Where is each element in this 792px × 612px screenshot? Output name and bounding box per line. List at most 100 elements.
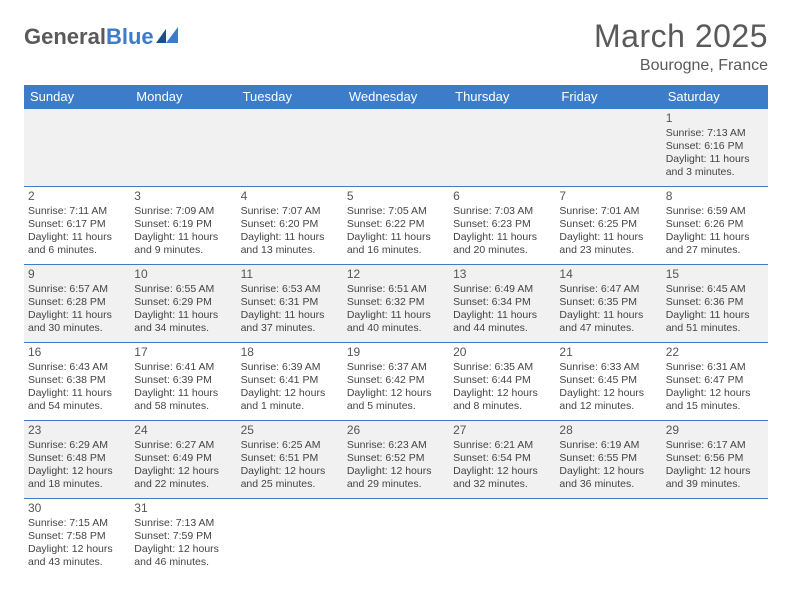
daylight-line: Daylight: 11 hours bbox=[28, 309, 126, 322]
sunrise-line: Sunrise: 6:43 AM bbox=[28, 361, 126, 374]
daylight-line: and 23 minutes. bbox=[559, 244, 657, 257]
day-number: 5 bbox=[347, 189, 445, 204]
calendar-empty bbox=[343, 499, 449, 577]
calendar-day: 26Sunrise: 6:23 AMSunset: 6:52 PMDayligh… bbox=[343, 421, 449, 499]
sunset-line: Sunset: 6:26 PM bbox=[666, 218, 764, 231]
daylight-line: and 58 minutes. bbox=[134, 400, 232, 413]
daylight-line: Daylight: 11 hours bbox=[347, 309, 445, 322]
sunset-line: Sunset: 6:34 PM bbox=[453, 296, 551, 309]
daylight-line: Daylight: 11 hours bbox=[28, 387, 126, 400]
sunrise-line: Sunrise: 7:07 AM bbox=[241, 205, 339, 218]
day-number: 25 bbox=[241, 423, 339, 438]
sunrise-line: Sunrise: 6:55 AM bbox=[134, 283, 232, 296]
calendar-empty bbox=[449, 109, 555, 187]
daylight-line: Daylight: 12 hours bbox=[559, 465, 657, 478]
day-number: 4 bbox=[241, 189, 339, 204]
calendar-day: 3Sunrise: 7:09 AMSunset: 6:19 PMDaylight… bbox=[130, 187, 236, 265]
daylight-line: and 44 minutes. bbox=[453, 322, 551, 335]
calendar-week: 9Sunrise: 6:57 AMSunset: 6:28 PMDaylight… bbox=[24, 265, 768, 343]
sunset-line: Sunset: 6:48 PM bbox=[28, 452, 126, 465]
sunrise-line: Sunrise: 7:05 AM bbox=[347, 205, 445, 218]
sunset-line: Sunset: 6:49 PM bbox=[134, 452, 232, 465]
sunset-line: Sunset: 6:16 PM bbox=[666, 140, 764, 153]
day-number: 18 bbox=[241, 345, 339, 360]
daylight-line: and 20 minutes. bbox=[453, 244, 551, 257]
sunrise-line: Sunrise: 6:47 AM bbox=[559, 283, 657, 296]
daylight-line: and 5 minutes. bbox=[347, 400, 445, 413]
calendar-day: 8Sunrise: 6:59 AMSunset: 6:26 PMDaylight… bbox=[662, 187, 768, 265]
daylight-line: and 12 minutes. bbox=[559, 400, 657, 413]
sunrise-line: Sunrise: 6:39 AM bbox=[241, 361, 339, 374]
sunrise-line: Sunrise: 6:45 AM bbox=[666, 283, 764, 296]
sunrise-line: Sunrise: 6:35 AM bbox=[453, 361, 551, 374]
sunset-line: Sunset: 6:44 PM bbox=[453, 374, 551, 387]
sunset-line: Sunset: 6:25 PM bbox=[559, 218, 657, 231]
day-header: Saturday bbox=[662, 85, 768, 109]
calendar-week: 16Sunrise: 6:43 AMSunset: 6:38 PMDayligh… bbox=[24, 343, 768, 421]
daylight-line: and 37 minutes. bbox=[241, 322, 339, 335]
daylight-line: Daylight: 11 hours bbox=[241, 231, 339, 244]
calendar-day: 6Sunrise: 7:03 AMSunset: 6:23 PMDaylight… bbox=[449, 187, 555, 265]
calendar-empty bbox=[130, 109, 236, 187]
sunset-line: Sunset: 6:39 PM bbox=[134, 374, 232, 387]
sunset-line: Sunset: 6:54 PM bbox=[453, 452, 551, 465]
daylight-line: Daylight: 11 hours bbox=[559, 309, 657, 322]
sunset-line: Sunset: 6:45 PM bbox=[559, 374, 657, 387]
sunset-line: Sunset: 6:17 PM bbox=[28, 218, 126, 231]
calendar-day: 28Sunrise: 6:19 AMSunset: 6:55 PMDayligh… bbox=[555, 421, 661, 499]
daylight-line: and 9 minutes. bbox=[134, 244, 232, 257]
day-number: 6 bbox=[453, 189, 551, 204]
day-number: 13 bbox=[453, 267, 551, 282]
day-number: 12 bbox=[347, 267, 445, 282]
daylight-line: and 34 minutes. bbox=[134, 322, 232, 335]
daylight-line: Daylight: 11 hours bbox=[134, 309, 232, 322]
day-number: 16 bbox=[28, 345, 126, 360]
day-number: 1 bbox=[666, 111, 764, 126]
sunrise-line: Sunrise: 6:17 AM bbox=[666, 439, 764, 452]
day-number: 23 bbox=[28, 423, 126, 438]
calendar-day: 18Sunrise: 6:39 AMSunset: 6:41 PMDayligh… bbox=[237, 343, 343, 421]
calendar-day: 27Sunrise: 6:21 AMSunset: 6:54 PMDayligh… bbox=[449, 421, 555, 499]
daylight-line: and 46 minutes. bbox=[134, 556, 232, 569]
page-header: GeneralBlue March 2025 Bourogne, France bbox=[24, 18, 768, 75]
daylight-line: and 51 minutes. bbox=[666, 322, 764, 335]
calendar-day: 17Sunrise: 6:41 AMSunset: 6:39 PMDayligh… bbox=[130, 343, 236, 421]
page-title: March 2025 bbox=[594, 18, 768, 55]
day-number: 8 bbox=[666, 189, 764, 204]
daylight-line: Daylight: 12 hours bbox=[453, 387, 551, 400]
sunrise-line: Sunrise: 6:53 AM bbox=[241, 283, 339, 296]
sunrise-line: Sunrise: 6:33 AM bbox=[559, 361, 657, 374]
daylight-line: and 47 minutes. bbox=[559, 322, 657, 335]
calendar-week: 2Sunrise: 7:11 AMSunset: 6:17 PMDaylight… bbox=[24, 187, 768, 265]
calendar-empty bbox=[343, 109, 449, 187]
sunrise-line: Sunrise: 6:51 AM bbox=[347, 283, 445, 296]
day-number: 27 bbox=[453, 423, 551, 438]
sunset-line: Sunset: 6:51 PM bbox=[241, 452, 339, 465]
calendar-day: 29Sunrise: 6:17 AMSunset: 6:56 PMDayligh… bbox=[662, 421, 768, 499]
day-header: Monday bbox=[130, 85, 236, 109]
sunset-line: Sunset: 6:20 PM bbox=[241, 218, 339, 231]
daylight-line: and 1 minute. bbox=[241, 400, 339, 413]
daylight-line: Daylight: 11 hours bbox=[134, 387, 232, 400]
sunrise-line: Sunrise: 7:13 AM bbox=[666, 127, 764, 140]
calendar-table: SundayMondayTuesdayWednesdayThursdayFrid… bbox=[24, 85, 768, 577]
calendar-day: 22Sunrise: 6:31 AMSunset: 6:47 PMDayligh… bbox=[662, 343, 768, 421]
daylight-line: Daylight: 12 hours bbox=[241, 387, 339, 400]
day-number: 7 bbox=[559, 189, 657, 204]
sunset-line: Sunset: 7:58 PM bbox=[28, 530, 126, 543]
calendar-empty bbox=[237, 499, 343, 577]
calendar-empty bbox=[662, 499, 768, 577]
calendar-empty bbox=[555, 109, 661, 187]
sunset-line: Sunset: 6:29 PM bbox=[134, 296, 232, 309]
day-number: 14 bbox=[559, 267, 657, 282]
calendar-day: 25Sunrise: 6:25 AMSunset: 6:51 PMDayligh… bbox=[237, 421, 343, 499]
daylight-line: and 13 minutes. bbox=[241, 244, 339, 257]
daylight-line: and 16 minutes. bbox=[347, 244, 445, 257]
daylight-line: and 8 minutes. bbox=[453, 400, 551, 413]
daylight-line: Daylight: 11 hours bbox=[453, 231, 551, 244]
daylight-line: and 29 minutes. bbox=[347, 478, 445, 491]
brand-general: General bbox=[24, 24, 106, 49]
day-number: 21 bbox=[559, 345, 657, 360]
daylight-line: and 39 minutes. bbox=[666, 478, 764, 491]
calendar-day: 20Sunrise: 6:35 AMSunset: 6:44 PMDayligh… bbox=[449, 343, 555, 421]
